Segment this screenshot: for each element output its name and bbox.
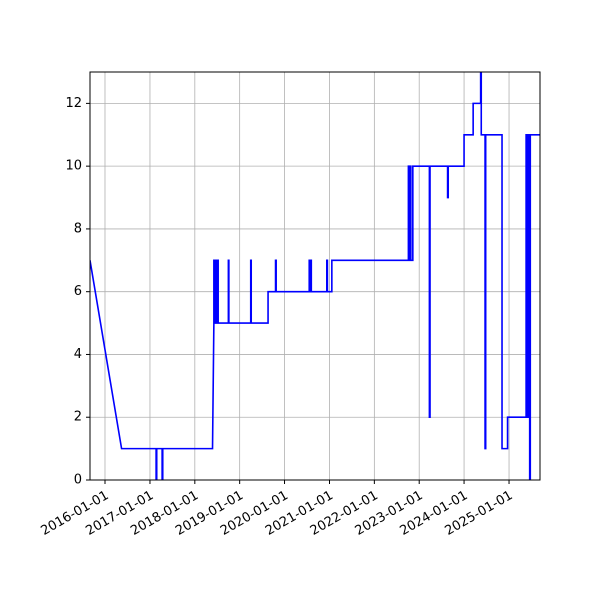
y-tick-label: 2 [74,410,82,425]
y-tick-label: 4 [74,347,82,362]
y-tick-label: 10 [65,159,82,174]
y-axis: 0 2 4 6 8 10 12 [65,96,90,488]
y-tick-label: 12 [65,96,82,111]
y-tick-label: 0 [74,473,82,488]
y-tick-label: 8 [74,221,82,236]
y-tick-label: 6 [74,284,82,299]
series-group [90,72,540,480]
plot-area [90,72,540,480]
plot-frame [89,71,541,481]
series-line [90,72,540,480]
